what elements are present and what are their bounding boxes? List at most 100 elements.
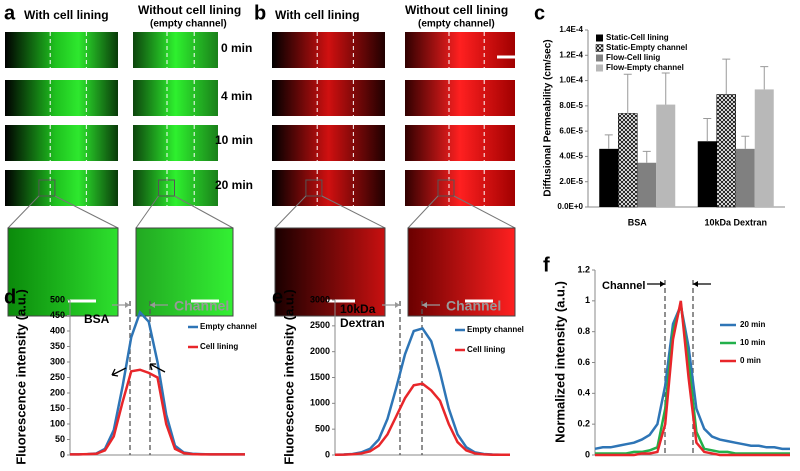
y-tick-label: 300 (50, 356, 65, 366)
panel-label: f (543, 254, 550, 276)
y-tick-label: 250 (50, 372, 65, 382)
annotation: Channel (446, 298, 501, 314)
bar (716, 94, 736, 208)
data-line (595, 303, 790, 455)
bar (754, 89, 774, 207)
zoom-image (7, 227, 119, 317)
data-line (595, 300, 790, 457)
legend-label: 20 min (740, 320, 765, 329)
panel-label: d (4, 286, 16, 308)
image-strip (133, 80, 218, 116)
zoom-image (407, 227, 516, 317)
image-strip (133, 32, 218, 68)
panel-label: e (272, 286, 283, 308)
y-tick-label: 3000 (310, 294, 330, 304)
bar (735, 148, 755, 207)
zoom-box (38, 179, 56, 197)
y-tick-label: 6.0E-5 (559, 126, 583, 135)
zoom-line (54, 195, 119, 229)
y-tick-label: 2500 (310, 320, 330, 330)
legend-label: Cell lining (467, 345, 505, 354)
y-tick-label: 500 (315, 424, 330, 434)
y-axis-label: Diffusional Permeability (cm/sec) (543, 39, 554, 196)
x-tick-label: 10kDa Dextran (704, 217, 767, 227)
image-strip (405, 80, 515, 116)
y-tick-label: 0 (325, 449, 330, 459)
zoom-box (437, 179, 455, 197)
y-tick-label: 1000 (310, 398, 330, 408)
error-bar (760, 66, 769, 90)
image-strip (272, 170, 385, 206)
y-tick-label: 0.8 (577, 326, 590, 336)
image-strip (5, 32, 118, 68)
bar (656, 104, 676, 207)
y-tick-label: 2000 (310, 346, 330, 356)
image-strip (272, 125, 385, 161)
y-tick-label: 50 (55, 434, 65, 444)
bar (618, 113, 638, 208)
y-tick-label: 500 (50, 294, 65, 304)
panel-label: c (534, 2, 545, 24)
pointer-arrow (149, 363, 166, 373)
zoom-line (7, 195, 40, 229)
y-tick-label: 0 (60, 449, 65, 459)
legend-swatch (596, 54, 603, 62)
time-label: 4 min (221, 89, 252, 103)
image-strip (405, 170, 515, 206)
zoom-box (305, 179, 323, 197)
legend-swatch (595, 44, 604, 52)
image-strip (272, 80, 385, 116)
image-strip (133, 170, 218, 206)
zoom-line (453, 195, 516, 229)
chart-title: 10kDa Dextran (340, 302, 385, 330)
time-label: 10 min (215, 133, 253, 147)
microscopy-images (5, 32, 516, 317)
arrow-head (660, 281, 698, 287)
legend-label: Empty channel (467, 325, 524, 334)
column-header: With cell lining (24, 8, 109, 22)
error-bar (661, 72, 670, 105)
column-note: (empty channel) (418, 19, 495, 30)
legend-swatch (596, 34, 603, 42)
y-tick-label: 1.2 (577, 264, 590, 274)
y-tick-label: 1.2E-4 (559, 50, 583, 59)
time-label: 0 min (221, 41, 252, 55)
y-tick-label: 0.0E+0 (557, 202, 583, 211)
column-header: Without cell lining (405, 3, 508, 17)
data-line (594, 301, 790, 451)
legend-label: Static-Cell lining (606, 33, 669, 42)
legend-label: Flow-Cell linig (606, 53, 660, 62)
y-tick-label: 150 (50, 403, 65, 413)
error-bar (741, 135, 750, 149)
data-line (334, 382, 510, 457)
bar (637, 162, 657, 207)
zoom-line (321, 195, 386, 229)
x-tick-label: BSA (628, 217, 648, 227)
y-axis-label: Fluorescence intensity (a.u.) (281, 289, 296, 465)
y-tick-label: 100 (50, 418, 65, 428)
legend-label: 0 min (740, 356, 761, 365)
annotation: Channel (174, 298, 229, 314)
legend-label: Flow-Empty channel (606, 63, 684, 72)
y-tick-label: 8.0E-5 (559, 101, 583, 110)
column-header: With cell lining (275, 8, 360, 22)
y-axis-label: Fluorescence intensity (a.u.) (13, 289, 28, 465)
panel-label: b (254, 2, 266, 24)
bar (599, 148, 619, 207)
zoom-line (135, 195, 159, 229)
time-label: 20 min (215, 178, 253, 192)
y-tick-label: 0.4 (577, 388, 590, 398)
data-line (70, 368, 245, 456)
zoom-line (407, 195, 439, 229)
y-tick-label: 1.0E-4 (559, 76, 583, 85)
legend-label: Cell lining (200, 342, 238, 351)
legend-label: 10 min (740, 338, 765, 347)
legend-label: Static-Empty channel (606, 43, 687, 52)
y-tick-label: 1500 (310, 372, 330, 382)
y-tick-label: 1 (585, 295, 590, 305)
y-tick-label: 2.0E-5 (559, 177, 583, 186)
y-tick-label: 0.2 (577, 419, 590, 429)
legend-label: Empty channel (200, 322, 257, 331)
